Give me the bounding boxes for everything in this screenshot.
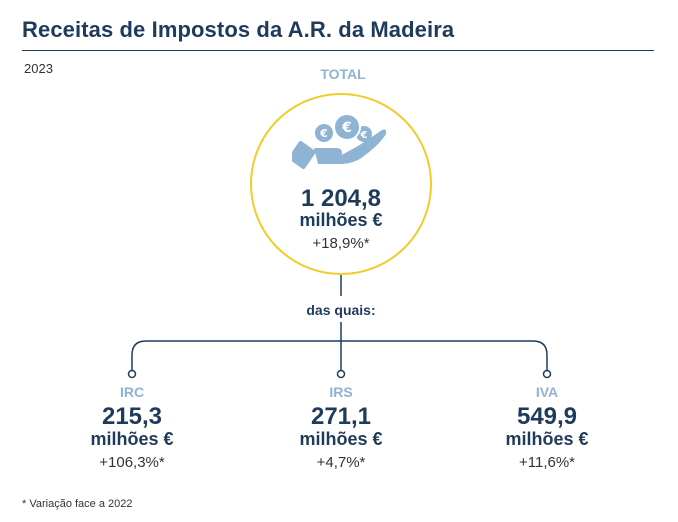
total-value: 1 204,8 (300, 185, 382, 212)
item-unit-iva: milhões € (505, 429, 589, 449)
item-value-iva: 549,9 (516, 403, 578, 430)
total-change: +18,9%* (312, 235, 370, 252)
connector-label: das quais: (306, 302, 376, 318)
item-label-irs: IRS (329, 384, 353, 400)
item-value-irc: 215,3 (101, 403, 163, 430)
item-label-iva: IVA (535, 384, 559, 400)
item-unit-irc: milhões € (90, 429, 174, 449)
total-label: TOTAL (320, 66, 366, 82)
page-title: Receitas de Impostos da A.R. da Madeira (22, 17, 455, 42)
footnote: * Variação face a 2022 (22, 498, 133, 510)
svg-text:€: € (319, 127, 328, 140)
year-label: 2023 (24, 61, 53, 76)
svg-text:€: € (341, 120, 352, 136)
item-unit-irs: milhões € (299, 429, 383, 449)
total-circle (250, 93, 432, 275)
item-change-iva: +11,6%* (518, 454, 575, 471)
item-value-irs: 271,1 (310, 403, 372, 430)
total-unit: milhões € (299, 210, 383, 230)
hand-holding-euro-coins-icon: € € € (288, 110, 392, 180)
item-change-irc: +106,3%* (99, 454, 165, 471)
title-divider (22, 50, 654, 51)
item-change-irs: +4,7%* (316, 454, 366, 471)
svg-text:€: € (360, 130, 368, 141)
item-label-irc: IRC (119, 384, 145, 400)
